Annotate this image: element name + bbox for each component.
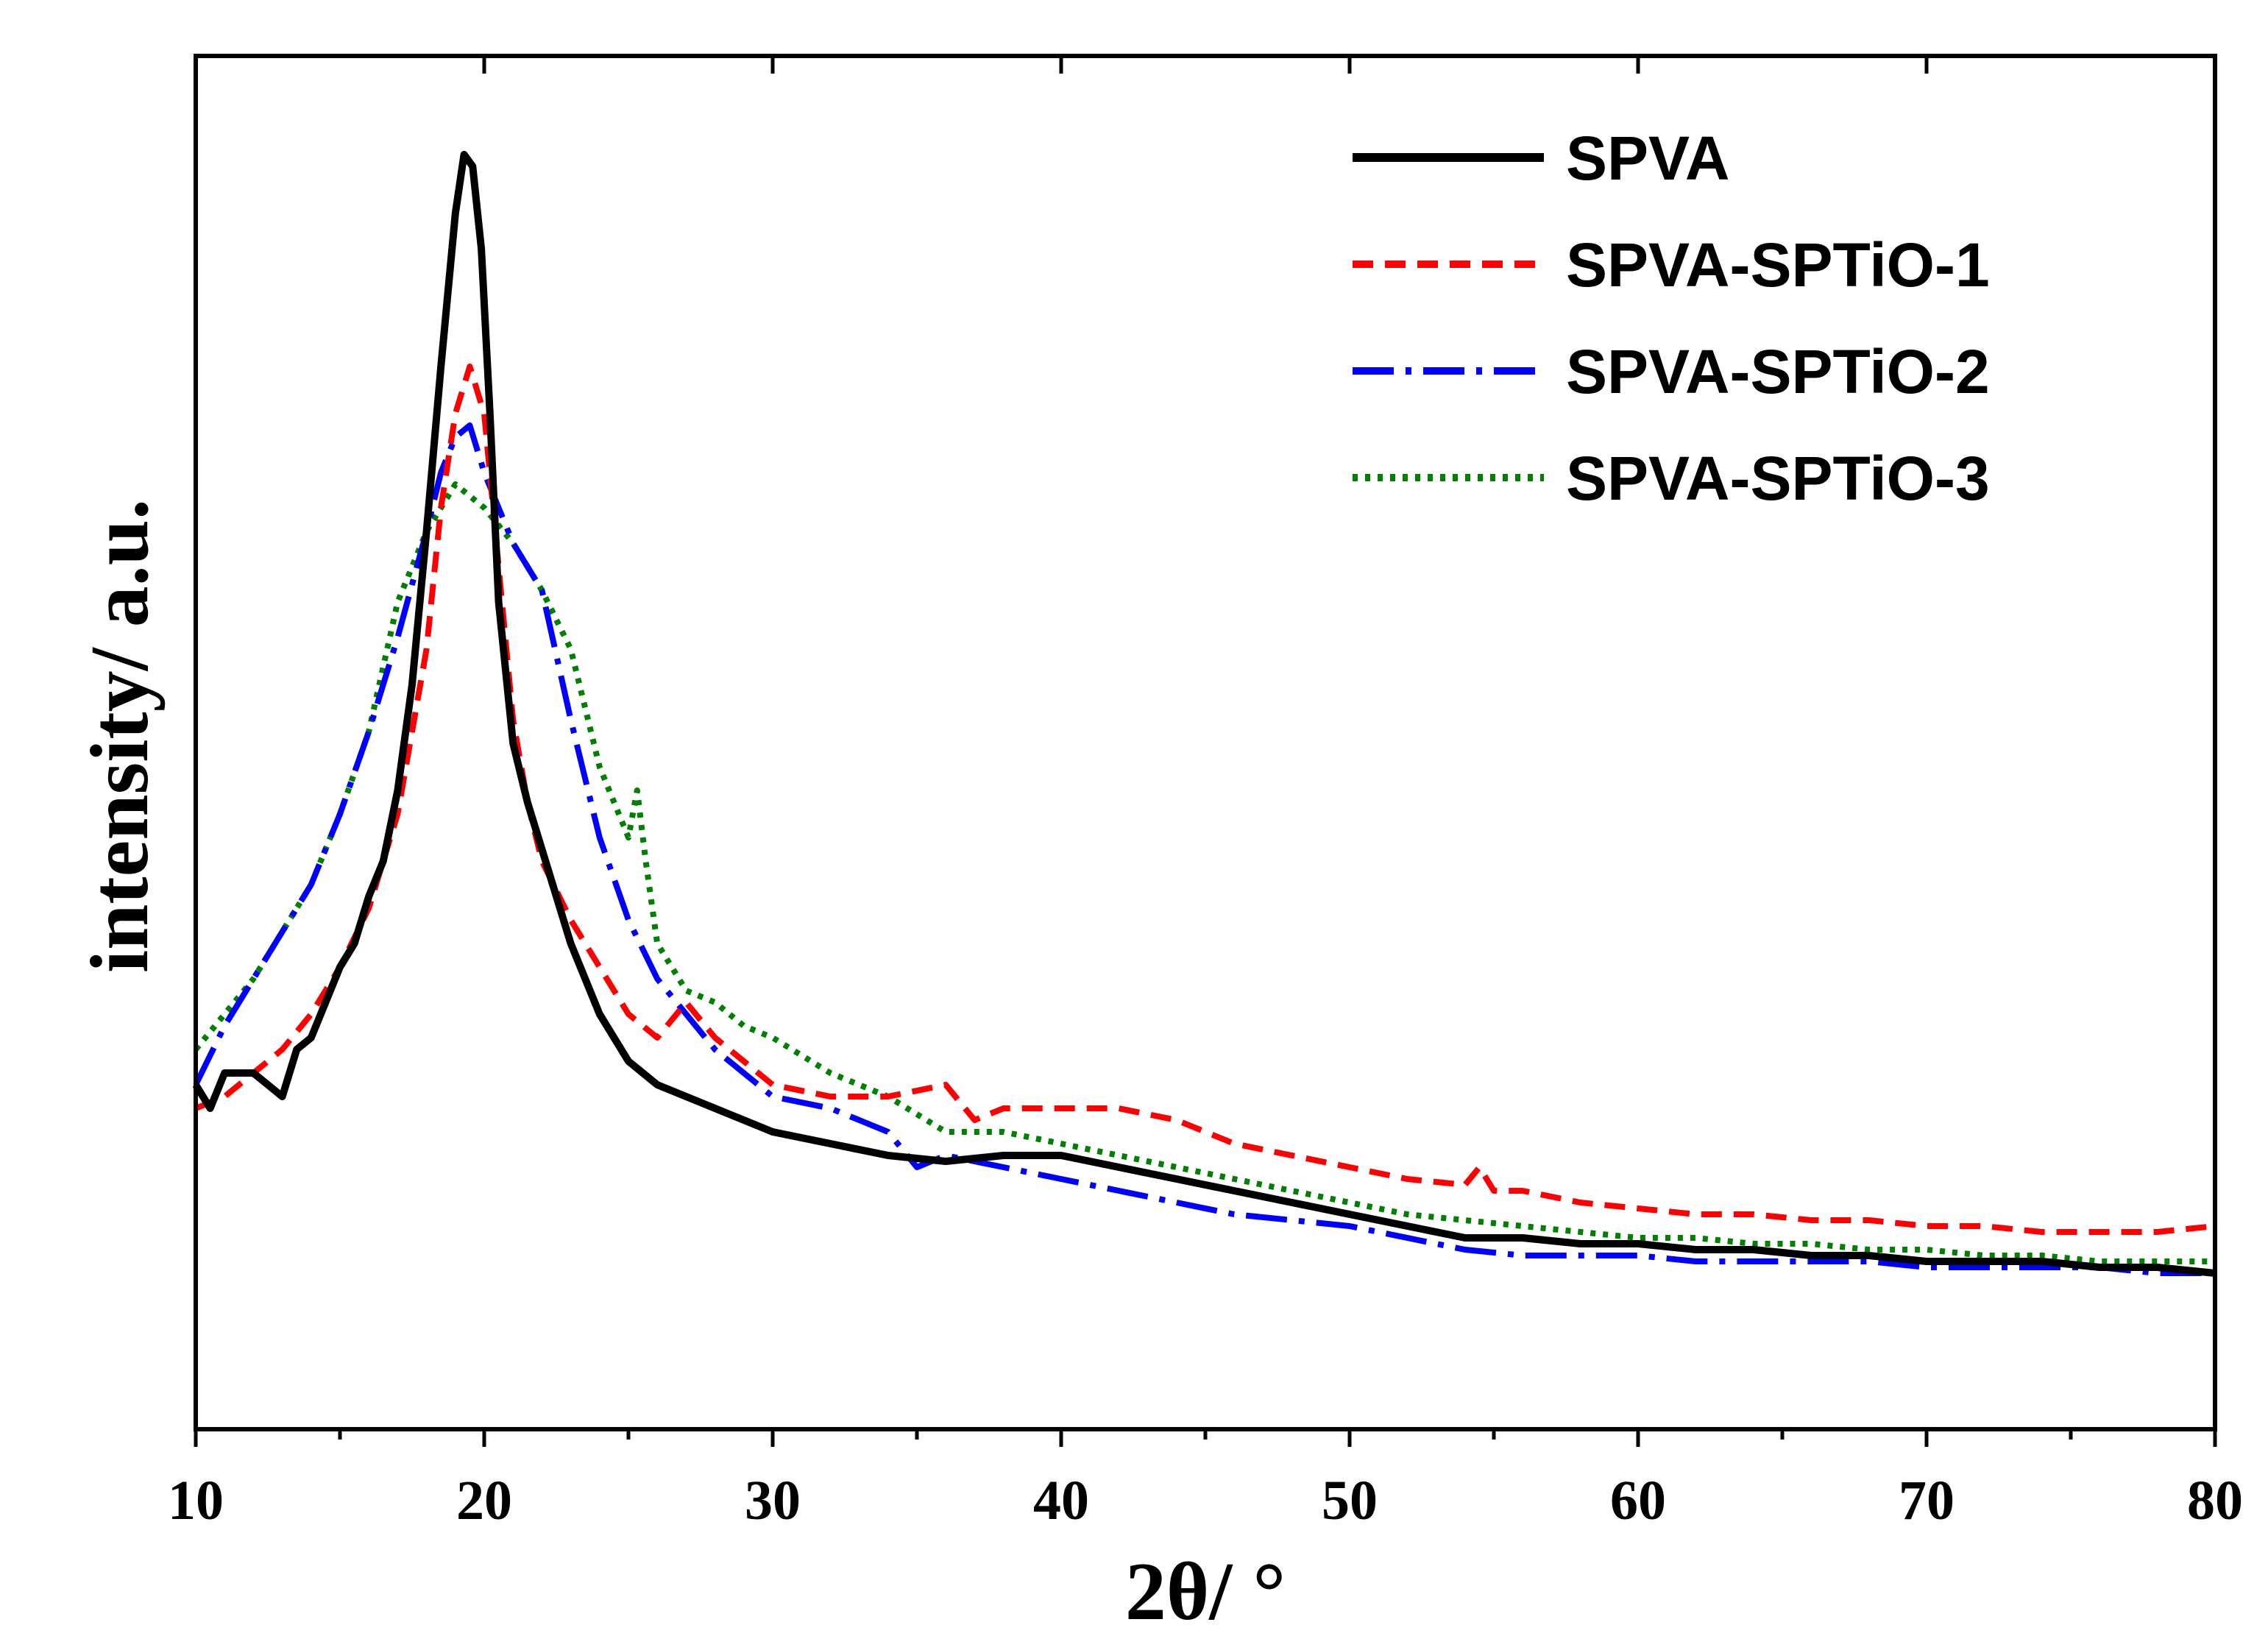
legend-label-spva-sptio-3: SPVA-SPTiO-3 — [1566, 444, 1990, 513]
legend-label-spva-sptio-2: SPVA-SPTiO-2 — [1566, 337, 1990, 406]
x-axis-ticks: 10 20 30 40 50 60 70 80 — [168, 56, 2243, 1532]
x-tick-label: 10 — [168, 1470, 224, 1532]
x-axis-title: 2θ/ ° — [1125, 1546, 1286, 1637]
x-tick-label: 50 — [1322, 1470, 1378, 1532]
legend: SPVA SPVA-SPTiO-1 SPVA-SPTiO-2 SPVA-SPTiO-3 — [1353, 124, 1990, 513]
x-tick-label: 70 — [1899, 1470, 1955, 1532]
x-tick-label: 60 — [1610, 1470, 1666, 1532]
series-line-spva — [192, 151, 2216, 1277]
x-tick-label: 40 — [1033, 1470, 1089, 1532]
x-tick-label: 30 — [745, 1470, 801, 1532]
series-layer — [192, 151, 2216, 1277]
legend-label-spva-sptio-1: SPVA-SPTiO-1 — [1566, 230, 1990, 300]
legend-label-spva: SPVA — [1566, 124, 1730, 193]
y-axis-title: intensity/ a.u. — [74, 499, 166, 973]
series-line-spva-sptio-1 — [194, 364, 2216, 1235]
x-tick-label: 20 — [456, 1470, 512, 1532]
x-tick-label: 80 — [2187, 1470, 2243, 1532]
